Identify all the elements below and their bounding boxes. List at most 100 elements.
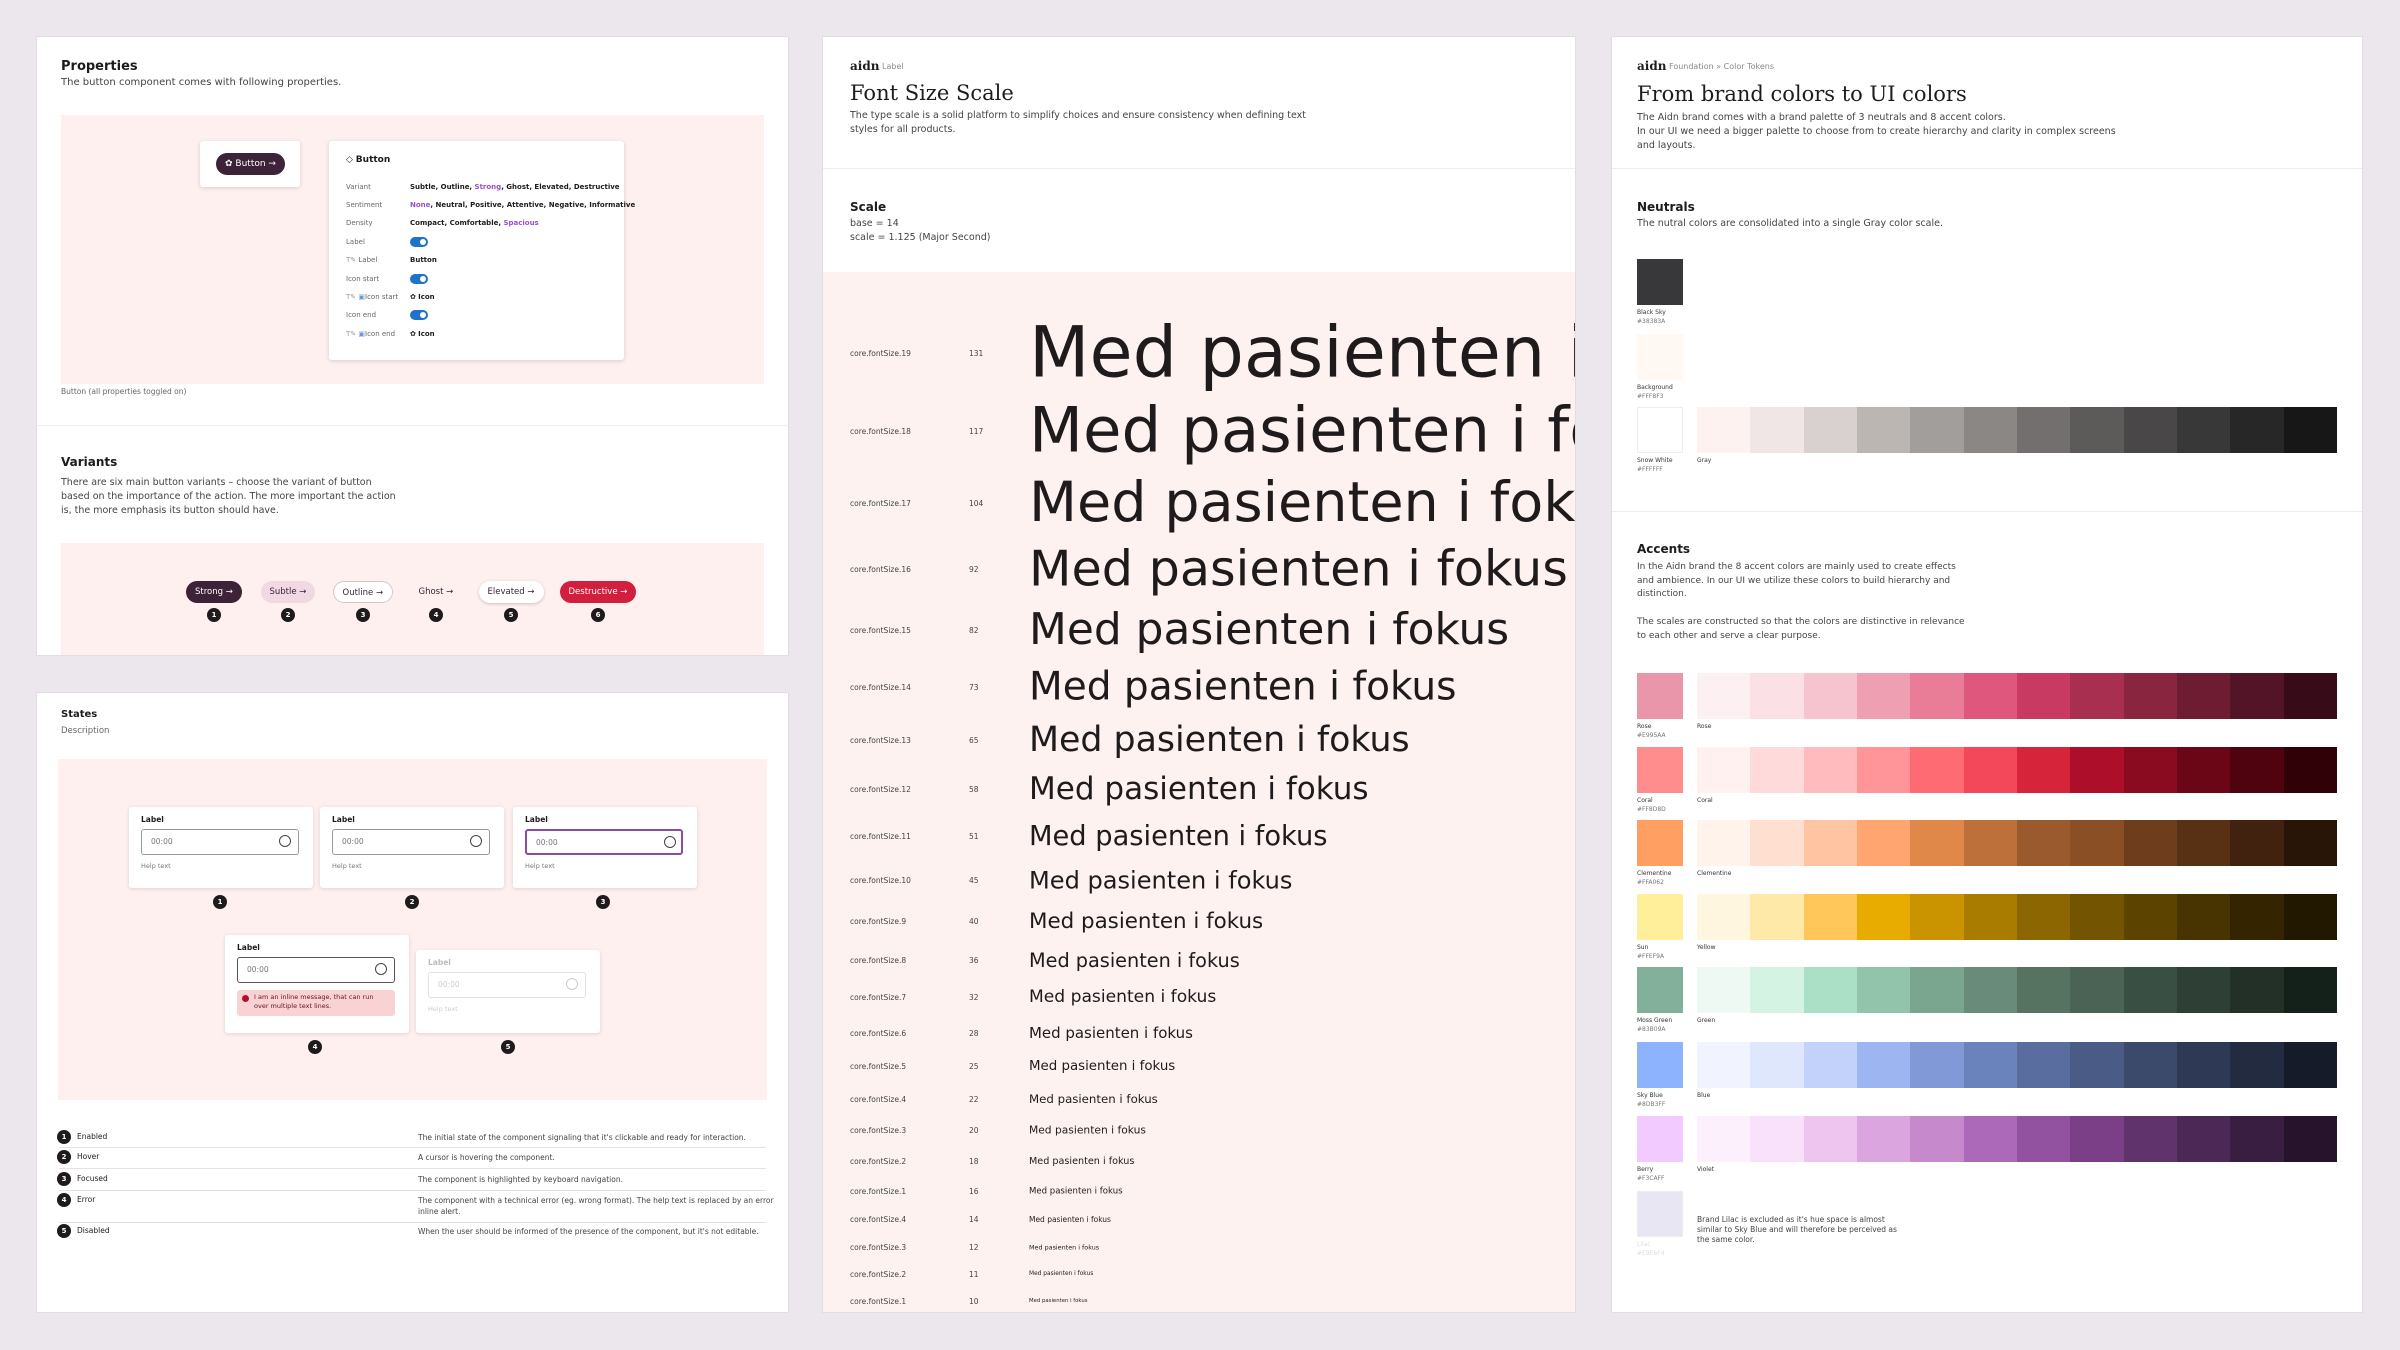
time-input[interactable]: 00:00 — [237, 957, 395, 983]
state-description: A cursor is hovering the component. — [418, 1153, 555, 1162]
section-title: Neutrals — [1637, 200, 1695, 214]
font-sample: Med pasienten i fokus — [1029, 1023, 1193, 1042]
caption: Button (all properties toggled on) — [61, 387, 187, 396]
token-name: core.fontSize.8 — [850, 955, 907, 965]
state-name: Error — [77, 1195, 96, 1204]
scale-step — [1803, 407, 1858, 453]
scale-step — [1750, 1042, 1805, 1088]
property-label-text: Density — [346, 219, 373, 227]
page-description: The Aidn brand comes with a brand palett… — [1637, 112, 2006, 123]
scale-step — [2283, 820, 2338, 866]
swatch-hex: #E995AA — [1637, 732, 1666, 739]
scale-name: Blue — [1697, 1092, 1711, 1099]
scale-step — [1963, 407, 2018, 453]
input-value: 00:00 — [247, 965, 269, 974]
scale-step — [2283, 894, 2338, 940]
property-value: Button — [410, 254, 437, 266]
scale-step — [1803, 820, 1858, 866]
variant-button[interactable]: Subtle → — [260, 581, 316, 603]
scale-step — [1697, 894, 1751, 940]
toggle[interactable] — [410, 310, 428, 320]
scale-step — [2017, 673, 2071, 719]
token-size: 16 — [969, 1186, 979, 1196]
font-sample: Med pasienten i fokus — [1029, 719, 1410, 760]
scale-step — [2017, 407, 2071, 453]
variant-button[interactable]: Strong → — [186, 581, 242, 603]
state-name: Hover — [77, 1152, 100, 1161]
font-sample: Med pasienten i fokus — [1029, 469, 1575, 535]
help-text: Help text — [141, 862, 171, 870]
scale-step — [2017, 820, 2071, 866]
step-number: 1 — [57, 1130, 71, 1144]
variant-button[interactable]: Elevated → — [478, 581, 544, 603]
brand-swatch — [1637, 820, 1683, 866]
token-name: core.fontSize.14 — [850, 682, 911, 692]
scale-step — [2230, 747, 2285, 793]
token-size: 32 — [969, 993, 979, 1003]
scale-step — [1963, 1116, 2018, 1162]
swatch-name: Berry — [1637, 1166, 1654, 1173]
scale-step — [1857, 673, 1911, 719]
scale-step — [2230, 407, 2285, 453]
help-text: Help text — [428, 1005, 458, 1013]
scale-step — [2283, 747, 2338, 793]
token-size: 18 — [969, 1157, 979, 1167]
scale-step — [1697, 820, 1751, 866]
font-sample: Med pasienten i fokus — [1029, 908, 1264, 934]
property-label-text: Variant — [346, 183, 371, 191]
time-input[interactable]: 00:00 — [332, 829, 490, 855]
token-name: core.fontSize.10 — [850, 875, 911, 885]
icon: ▣ — [358, 293, 365, 301]
swatch-name: Background — [1637, 384, 1673, 391]
token-name: core.fontSize.2 — [850, 1270, 907, 1280]
token-name: core.fontSize.5 — [850, 1062, 907, 1072]
clock-icon — [470, 835, 482, 847]
scale-step — [2283, 407, 2338, 453]
swatch-hex: #83B09A — [1637, 1026, 1666, 1033]
section-description: The button component comes with followin… — [61, 77, 342, 88]
step-number: 3 — [57, 1172, 71, 1186]
property-label-text: Icon start — [346, 275, 380, 283]
scale-step — [1803, 673, 1858, 719]
state-name: Focused — [77, 1174, 108, 1183]
toggle[interactable] — [410, 274, 428, 284]
property-value: None, Neutral, Positive, Attentive, Nega… — [410, 199, 635, 211]
time-input[interactable]: 00:00 — [141, 829, 299, 855]
token-size: 22 — [969, 1095, 979, 1105]
variant-button[interactable]: Outline → — [332, 581, 394, 603]
value-segment: Spacious — [503, 219, 539, 227]
row-divider — [59, 1189, 766, 1191]
toggle-knob — [420, 276, 426, 282]
scale-step — [2017, 1042, 2071, 1088]
variant-button[interactable]: Ghost → — [410, 581, 463, 603]
step-number: 2 — [57, 1150, 71, 1164]
time-input[interactable]: 00:00 — [525, 829, 683, 855]
token-name: core.fontSize.13 — [850, 735, 911, 745]
scale-step — [1857, 894, 1911, 940]
scale-step — [1910, 1042, 1965, 1088]
scale-step — [1963, 894, 2018, 940]
icon: → — [296, 587, 307, 597]
scale-step — [2017, 747, 2071, 793]
scale-step — [1803, 894, 1858, 940]
toggle[interactable] — [410, 237, 428, 247]
scale-name: Clementine — [1697, 870, 1732, 877]
token-size: 51 — [969, 831, 979, 841]
swatch-name: Moss Green — [1637, 1017, 1673, 1024]
step-number: 5 — [57, 1224, 71, 1238]
scale-step — [1697, 967, 1751, 1013]
font-sample: Med pasienten i fokus — [1029, 820, 1328, 852]
scale-step — [2230, 894, 2285, 940]
swatch-name: Sun — [1637, 944, 1649, 951]
scale-name: Green — [1697, 1017, 1716, 1024]
property-label-text: Label — [346, 238, 365, 246]
variant-button[interactable]: Destructive → — [559, 581, 637, 603]
scale-step — [2230, 1116, 2285, 1162]
property-value: Subtle, Outline, Strong, Ghost, Elevated… — [410, 181, 620, 193]
scale-step — [2070, 894, 2125, 940]
property-label: T✎ ▣Icon end — [346, 328, 395, 340]
scale-area: core.fontSize.19 131 Med pasienten i fokus… — [823, 272, 1575, 1312]
scale-step — [2177, 673, 2231, 719]
button[interactable]: ✿ Button → — [216, 153, 285, 175]
section-description: In the Aidn brand the 8 accent colors ar… — [1637, 562, 1956, 599]
